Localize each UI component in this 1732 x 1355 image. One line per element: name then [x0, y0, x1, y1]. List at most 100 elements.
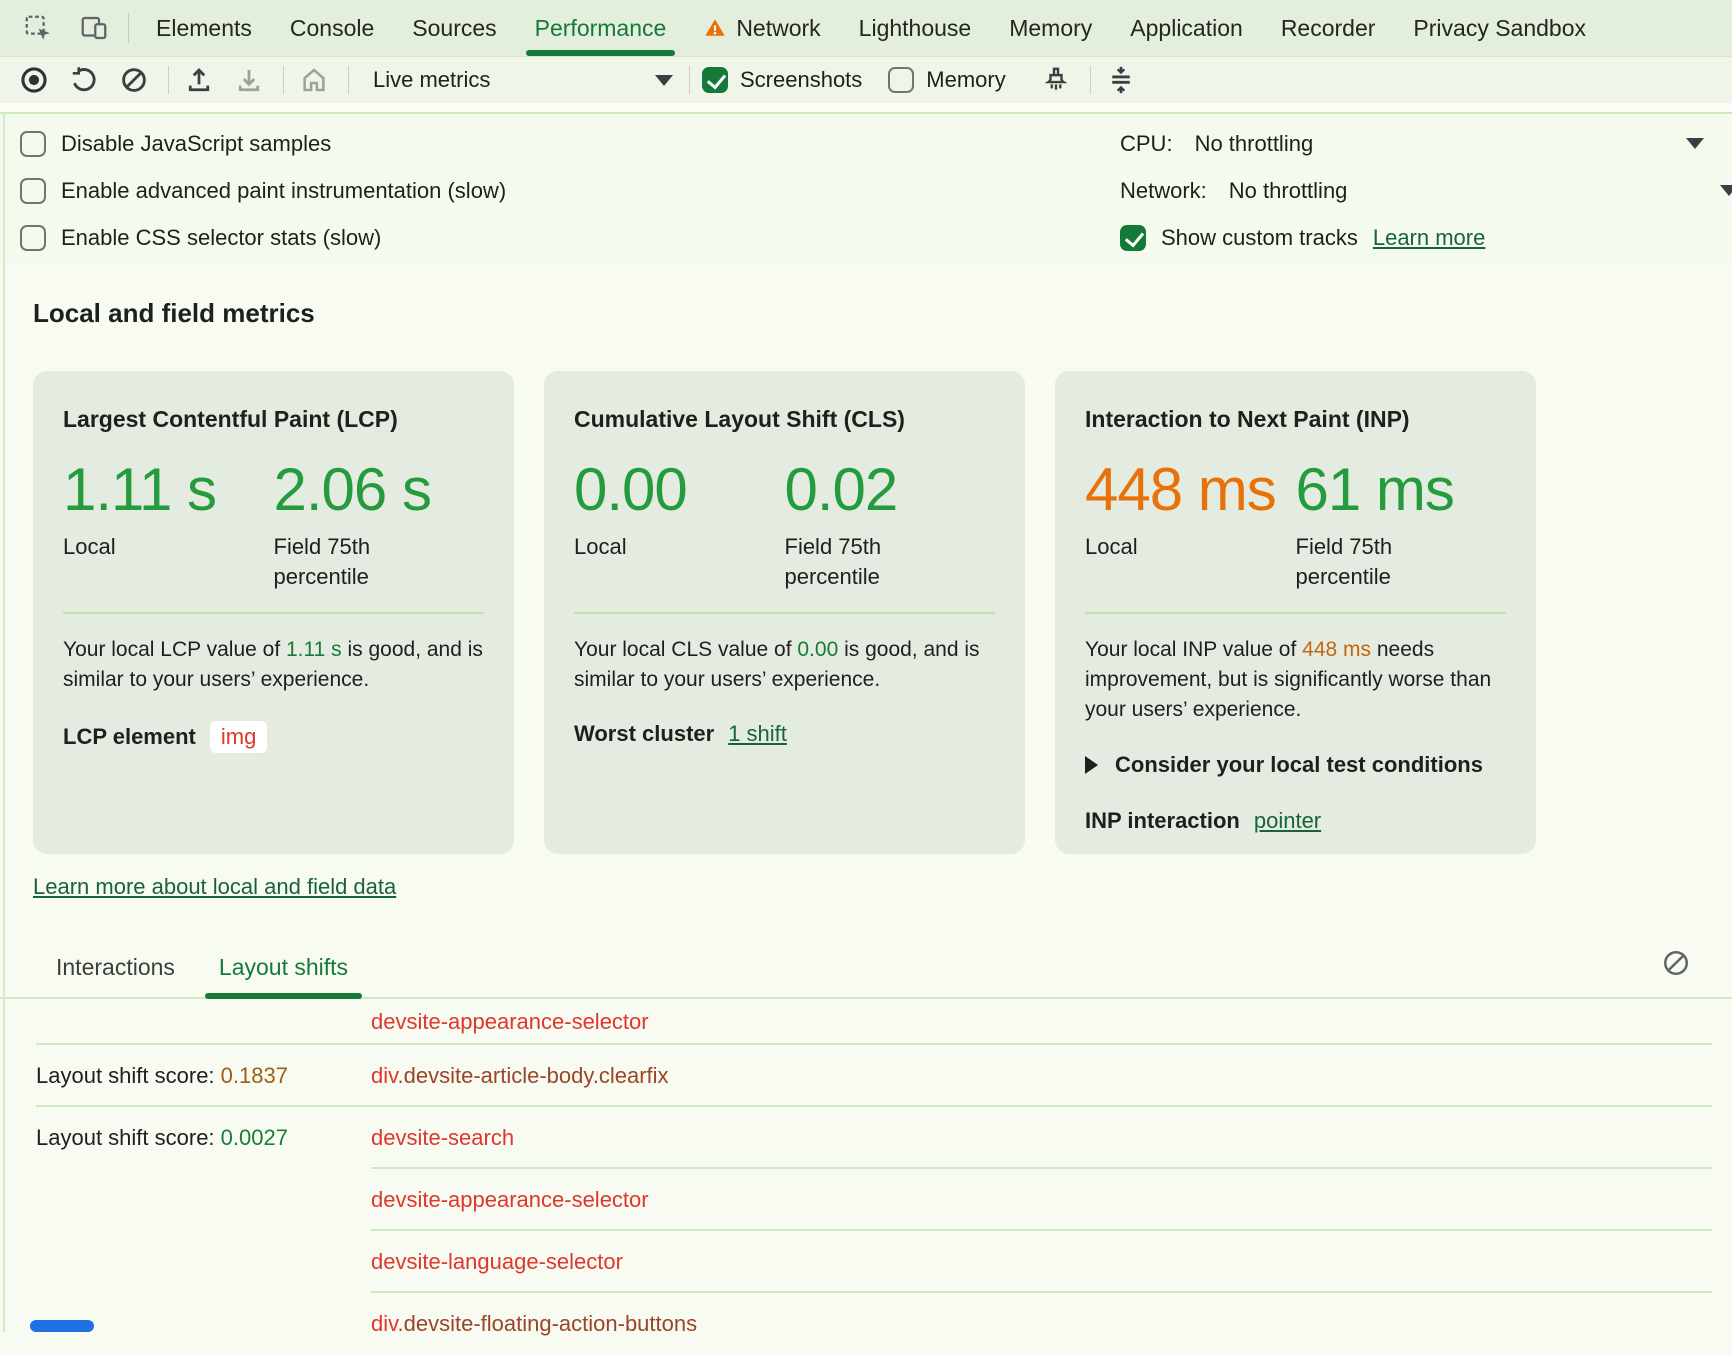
log-row[interactable]: devsite-appearance-selector [0, 1169, 1732, 1231]
caret-down-icon [1720, 185, 1732, 196]
lcp-description: Your local LCP value of 1.11 s is good, … [63, 638, 483, 691]
inspect-element-icon[interactable] [20, 10, 56, 46]
inp-interaction-label: INP interaction [1085, 808, 1240, 833]
inp-field-value: 61 ms [1295, 456, 1455, 523]
shift-element-link[interactable]: div.devsite-floating-action-buttons [371, 1311, 698, 1336]
cls-local-label: Local [574, 534, 627, 559]
css-selector-stats-label: Enable CSS selector stats (slow) [61, 224, 382, 250]
screenshots-checkbox[interactable] [702, 67, 728, 93]
learn-more-link[interactable]: Learn more [1372, 224, 1486, 250]
inp-interaction-link[interactable]: pointer [1253, 808, 1322, 833]
layout-shift-score: Layout shift score: 0.1837 [36, 1063, 288, 1088]
log-row[interactable]: div.devsite-floating-action-buttons [0, 1293, 1732, 1355]
download-icon[interactable] [231, 62, 267, 98]
cls-description: Your local CLS value of 0.00 is good, an… [574, 638, 980, 691]
inp-local-value: 448 ms [1085, 456, 1277, 523]
brush-icon[interactable] [1038, 62, 1074, 98]
home-icon[interactable] [296, 62, 332, 98]
log-row[interactable]: Layout shift score: 0.0027 devsite-searc… [0, 1107, 1732, 1169]
capture-settings: Disable JavaScript samples Enable advanc… [0, 112, 1732, 265]
divider [128, 13, 129, 43]
advanced-paint-checkbox[interactable] [20, 177, 46, 204]
cpu-throttling-select[interactable]: CPU: No throttling [1120, 127, 1732, 160]
tab-network[interactable]: Network [685, 0, 839, 56]
shift-element-link[interactable]: devsite-language-selector [371, 1249, 623, 1274]
divider [1089, 66, 1091, 94]
tab-lighthouse[interactable]: Lighthouse [858, 14, 972, 41]
lcp-card: Largest Contentful Paint (LCP) 1.11 s Lo… [33, 371, 514, 854]
tab-elements[interactable]: Elements [156, 14, 252, 41]
lcp-local-label: Local [63, 534, 116, 559]
tab-privacy-sandbox[interactable]: Privacy Sandbox [1413, 14, 1587, 41]
lcp-element-label: LCP element [63, 724, 196, 749]
network-label: Network: [1120, 177, 1207, 203]
shift-element-link[interactable]: devsite-appearance-selector [371, 1187, 649, 1212]
divider [574, 612, 995, 614]
memory-checkbox-group[interactable]: Memory [888, 67, 1006, 93]
worst-cluster-label: Worst cluster [574, 721, 715, 746]
clear-log-icon[interactable] [1661, 948, 1691, 978]
shift-element-link[interactable]: devsite-appearance-selector [371, 1009, 649, 1034]
device-toolbar-icon[interactable] [76, 10, 112, 46]
block-icon[interactable] [116, 62, 152, 98]
log-row[interactable]: Layout shift score: 0.1837 div.devsite-a… [0, 1045, 1732, 1107]
lcp-element-pill[interactable]: img [209, 721, 268, 753]
disable-js-samples-checkbox[interactable] [20, 130, 46, 157]
layout-shifts-log: devsite-appearance-selector Layout shift… [0, 999, 1732, 1355]
metric-cards: Largest Contentful Paint (LCP) 1.11 s Lo… [33, 371, 1732, 854]
shift-element-link[interactable]: div.devsite-article-body.clearfix [371, 1063, 669, 1088]
inp-local-label: Local [1085, 534, 1138, 559]
collapse-icon[interactable] [1103, 62, 1139, 98]
custom-tracks-checkbox[interactable] [1120, 224, 1146, 251]
local-field-data-link[interactable]: Learn more about local and field data [33, 874, 397, 899]
tab-interactions[interactable]: Interactions [56, 954, 175, 980]
reload-icon[interactable] [66, 62, 102, 98]
css-selector-stats-row[interactable]: Enable CSS selector stats (slow) [20, 221, 1732, 254]
log-row[interactable]: devsite-appearance-selector [0, 999, 1732, 1045]
css-selector-stats-checkbox[interactable] [20, 224, 46, 251]
tab-performance[interactable]: Performance [516, 0, 686, 56]
metrics-heading: Local and field metrics [33, 298, 315, 328]
shift-element-link[interactable]: devsite-search [371, 1125, 515, 1150]
record-icon[interactable] [16, 62, 52, 98]
tab-memory[interactable]: Memory [1009, 14, 1093, 41]
devtools-tabbar: Elements Console Sources Performance Net… [0, 0, 1732, 57]
screenshots-checkbox-group[interactable]: Screenshots [702, 67, 862, 93]
tab-console[interactable]: Console [289, 14, 375, 41]
cls-local-value: 0.00 [574, 456, 688, 523]
focus-highlight-bar [30, 1320, 94, 1332]
tab-recorder[interactable]: Recorder [1280, 14, 1376, 41]
cls-field-label: Field 75th percentile [784, 534, 882, 589]
inp-card: Interaction to Next Paint (INP) 448 ms L… [1055, 371, 1536, 854]
panel-left-border [3, 112, 5, 1332]
advanced-paint-row[interactable]: Enable advanced paint instrumentation (s… [20, 174, 1732, 207]
worst-cluster-link[interactable]: 1 shift [728, 721, 787, 746]
tab-layout-shifts[interactable]: Layout shifts [204, 954, 363, 999]
tab-sources[interactable]: Sources [412, 14, 497, 41]
screenshots-label: Screenshots [740, 67, 863, 92]
local-test-conditions-expander[interactable]: Consider your local test conditions [1085, 752, 1506, 778]
mode-select-value: Live metrics [373, 67, 491, 92]
disable-js-samples-row[interactable]: Disable JavaScript samples [20, 127, 1732, 160]
memory-label: Memory [926, 67, 1006, 92]
custom-tracks-label: Show custom tracks [1161, 224, 1358, 250]
memory-checkbox[interactable] [888, 67, 915, 93]
live-metrics-view: Local and field metrics Largest Contentf… [0, 298, 1732, 1355]
mode-select[interactable]: Live metrics [373, 67, 673, 93]
caret-down-icon [655, 74, 673, 86]
divider [168, 66, 169, 94]
divider [63, 612, 484, 614]
custom-tracks-row[interactable]: Show custom tracks Learn more [1120, 221, 1732, 254]
divider [1085, 612, 1506, 614]
log-row[interactable]: devsite-language-selector [0, 1231, 1732, 1293]
divider [689, 66, 690, 94]
upload-icon[interactable] [181, 62, 217, 98]
network-throttling-select[interactable]: Network: No throttling [1120, 174, 1732, 207]
tab-application[interactable]: Application [1130, 14, 1243, 41]
divider [283, 66, 284, 94]
warning-icon [704, 17, 726, 39]
inp-card-title: Interaction to Next Paint (INP) [1085, 406, 1410, 432]
log-tabbar: Interactions Layout shifts [0, 950, 1732, 999]
expand-triangle-icon [1085, 756, 1098, 774]
advanced-paint-label: Enable advanced paint instrumentation (s… [61, 177, 507, 203]
